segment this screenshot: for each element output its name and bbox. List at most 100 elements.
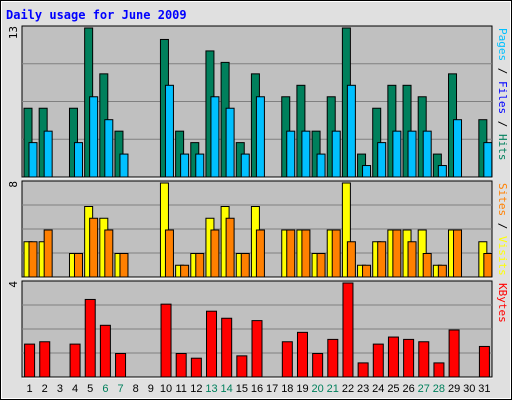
x-tick-label: 1: [27, 383, 33, 395]
legend-segment: Sites: [496, 183, 509, 216]
y-max-label: 8: [7, 181, 20, 188]
x-tick-label: 4: [72, 383, 78, 395]
bar-kbytes-day-28: [433, 362, 445, 378]
bar-sites-day-31: [483, 253, 493, 278]
x-tick-label: 3: [57, 383, 63, 395]
chart-panels: 13 Pages / Files / Hits 8 Sites / Visits 4 KB…: [7, 25, 509, 379]
x-tick-label: 24: [372, 383, 384, 395]
bar-kbytes-day-13: [206, 310, 218, 378]
bar-sites-day-27: [422, 253, 432, 278]
bar-kbytes-day-6: [99, 324, 111, 378]
x-tick-label: 11: [175, 383, 186, 395]
bar-kbytes-day-14: [221, 317, 233, 378]
y-max-label: 4: [7, 281, 20, 288]
bar-visits-day-22: [341, 182, 351, 278]
bar-sites-day-26: [407, 241, 417, 278]
x-tick-label: 6: [102, 383, 108, 395]
bar-pages-day-22: [346, 84, 356, 178]
x-tick-label: 22: [342, 383, 354, 395]
bar-kbytes-day-26: [403, 338, 415, 378]
bar-sites-day-16: [255, 229, 265, 278]
panel-visits-sites: 8 Sites / Visits: [7, 180, 509, 279]
legend-label-hits-files-pages: Pages / Files / Hits: [496, 28, 509, 161]
bar-pages-day-28: [437, 165, 447, 178]
x-tick-label: 23: [357, 383, 369, 395]
x-tick-label: 2: [42, 383, 48, 395]
legend-segment: Pages: [496, 28, 509, 61]
bar-kbytes-day-23: [357, 362, 369, 378]
bar-pages-day-20: [316, 153, 326, 178]
bar-pages-day-27: [422, 130, 432, 178]
x-tick-label: 5: [87, 383, 93, 395]
bar-pages-day-5: [89, 96, 99, 178]
bar-sites-day-7: [119, 253, 129, 278]
bar-kbytes-day-5: [84, 298, 96, 378]
bar-pages-day-7: [119, 153, 129, 178]
x-tick-label: 26: [402, 383, 414, 395]
bar-kbytes-day-4: [69, 343, 81, 378]
x-tick-label: 16: [251, 383, 263, 395]
bar-kbytes-day-27: [418, 341, 430, 378]
x-tick-label: 14: [221, 383, 233, 395]
bar-sites-day-23: [362, 264, 372, 278]
bar-kbytes-day-15: [236, 355, 248, 378]
bar-sites-day-19: [301, 229, 311, 278]
bar-pages-day-6: [104, 119, 114, 178]
bar-kbytes-day-20: [312, 353, 324, 378]
bar-pages-day-15: [240, 153, 250, 178]
bar-sites-day-15: [240, 253, 250, 278]
legend-segment: /: [496, 216, 509, 236]
y-max-label: 13: [7, 26, 20, 39]
bar-sites-day-14: [225, 217, 235, 278]
bar-kbytes-day-16: [251, 320, 263, 378]
legend-label-visits-sites: Sites / Visits: [496, 183, 509, 276]
bar-sites-day-6: [104, 229, 114, 278]
bar-sites-day-10: [164, 229, 174, 278]
x-tick-label: 12: [190, 383, 202, 395]
bar-sites-day-5: [89, 217, 99, 278]
bar-pages-day-25: [392, 130, 402, 178]
bar-pages-day-4: [73, 142, 83, 178]
bar-kbytes-day-18: [281, 341, 293, 378]
bar-sites-day-22: [346, 241, 356, 278]
panel-hits-files-pages: 13 Pages / Files / Hits: [7, 25, 509, 179]
bar-sites-day-28: [437, 264, 447, 278]
legend-segment: KBytes: [496, 283, 509, 323]
bar-pages-day-26: [407, 130, 417, 178]
bar-sites-day-24: [377, 241, 387, 278]
bar-pages-day-29: [453, 119, 463, 178]
bar-pages-day-1: [28, 142, 38, 178]
bar-sites-day-11: [180, 264, 190, 278]
legend-label-kbytes: KBytes: [496, 283, 509, 323]
bar-kbytes-day-31: [478, 345, 490, 378]
bar-kbytes-day-22: [342, 282, 354, 378]
bar-pages-day-23: [362, 165, 372, 178]
bar-pages-day-31: [483, 142, 493, 178]
x-tick-label: 25: [387, 383, 399, 395]
panel-kbytes: 4 KBytes: [7, 280, 509, 379]
chart-title: Daily usage for June 2009: [6, 8, 187, 22]
x-tick-label: 27: [418, 383, 430, 395]
bar-sites-day-1: [28, 241, 38, 278]
x-tick-label: 10: [160, 383, 172, 395]
x-tick-label: 7: [117, 383, 123, 395]
x-tick-label: 20: [312, 383, 324, 395]
x-tick-label: 30: [463, 383, 475, 395]
bar-sites-day-21: [331, 229, 341, 278]
x-tick-label: 9: [148, 383, 154, 395]
bar-sites-day-29: [453, 229, 463, 278]
bar-kbytes-day-11: [175, 353, 187, 378]
bar-pages-day-12: [195, 153, 205, 178]
legend-segment: Visits: [496, 236, 509, 276]
bar-kbytes-day-29: [448, 329, 460, 378]
x-tick-label: 31: [478, 383, 490, 395]
bar-sites-day-4: [73, 253, 83, 278]
bar-sites-day-20: [316, 253, 326, 278]
bar-pages-day-11: [180, 153, 190, 178]
x-tick-label: 15: [236, 383, 248, 395]
bar-pages-day-19: [301, 130, 311, 178]
bar-pages-day-21: [331, 130, 341, 178]
legend-segment: Hits: [496, 134, 509, 161]
bar-kbytes-day-21: [327, 338, 339, 378]
